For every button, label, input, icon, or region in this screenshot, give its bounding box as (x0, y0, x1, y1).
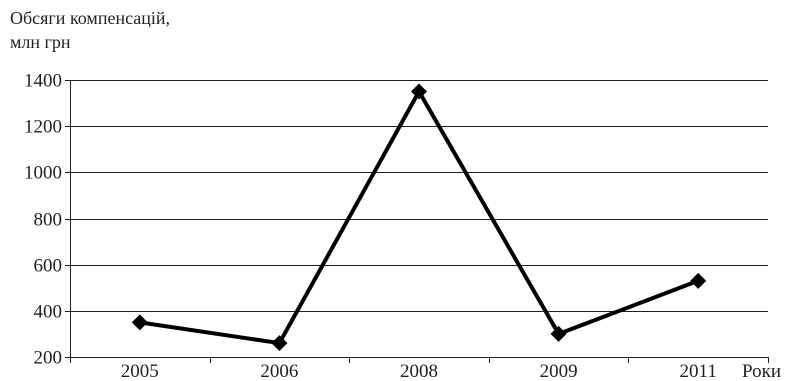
x-tick-label-2005: 2005 (121, 361, 159, 381)
data-point-2006 (271, 335, 288, 352)
y-tick-label-400: 400 (34, 302, 63, 323)
y-tick-label-800: 800 (34, 210, 63, 231)
y-tick-label-200: 200 (34, 348, 63, 369)
x-tick-label-2009: 2009 (540, 361, 578, 381)
data-point-2011 (690, 272, 707, 289)
y-axis-label-line-1: Обсяги компенсацій, (10, 8, 171, 28)
data-point-2005 (131, 314, 148, 331)
x-axis-title: Роки (742, 361, 781, 381)
y-tick-label-600: 600 (34, 256, 63, 277)
x-tick-label-2008: 2008 (400, 361, 438, 381)
x-tick-label-2011: 2011 (680, 361, 717, 381)
data-point-2009 (550, 325, 567, 342)
y-axis-label-line-2: млн грн (10, 32, 71, 52)
y-tick-label-1200: 1200 (24, 117, 62, 138)
y-tick-label-1000: 1000 (24, 163, 62, 184)
y-tick-label-1400: 1400 (24, 71, 62, 92)
data-point-2008 (411, 83, 427, 100)
series-line-0 (139, 87, 699, 346)
x-tick-label-2006: 2006 (260, 361, 298, 381)
